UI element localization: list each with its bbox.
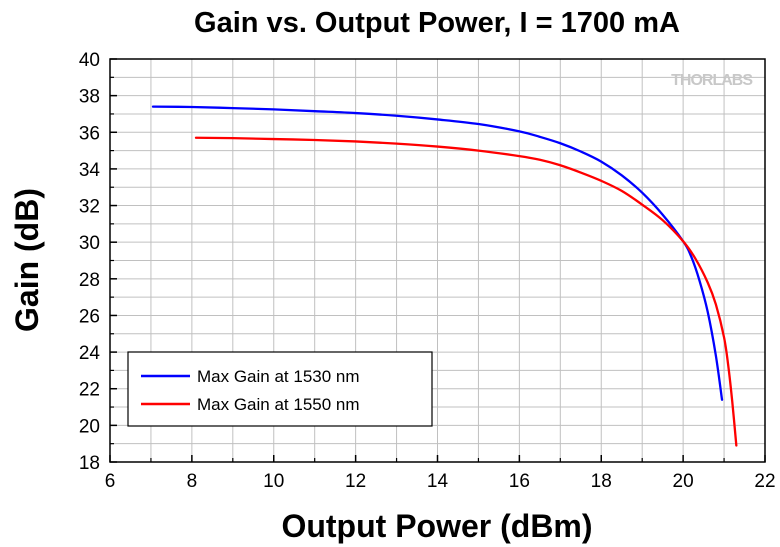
y-tick-label: 38 bbox=[79, 87, 100, 108]
x-tick-label: 12 bbox=[345, 471, 366, 492]
x-tick-label: 14 bbox=[427, 471, 449, 492]
axis-ticks: 6 8 10 12 14 16 18 20 22 18 20 22 24 26 28 30 32 34 36 38 40 bbox=[79, 50, 776, 492]
series-line-1530nm bbox=[151, 105, 724, 401]
y-tick-label: 36 bbox=[79, 123, 100, 144]
y-tick-label: 30 bbox=[79, 233, 100, 254]
x-tick-label: 20 bbox=[673, 471, 694, 492]
y-tick-label: 32 bbox=[79, 197, 100, 218]
x-tick-label: 16 bbox=[509, 471, 530, 492]
x-tick-label: 6 bbox=[105, 471, 116, 492]
y-tick-label: 40 bbox=[79, 50, 100, 71]
x-tick-label: 10 bbox=[263, 471, 284, 492]
y-tick-label: 20 bbox=[79, 416, 100, 437]
y-tick-label: 28 bbox=[79, 270, 100, 291]
x-tick-label: 8 bbox=[187, 471, 198, 492]
series-lines bbox=[151, 105, 738, 447]
x-tick-label: 18 bbox=[591, 471, 612, 492]
x-axis-title: Output Power (dBm) bbox=[281, 508, 592, 544]
thorlabs-watermark: THORLABS bbox=[671, 72, 753, 89]
y-axis-title: Gain (dB) bbox=[9, 188, 45, 332]
y-tick-label: 34 bbox=[79, 160, 101, 181]
series-line-1550nm bbox=[194, 136, 738, 447]
chart-title: Gain vs. Output Power, I = 1700 mA bbox=[194, 7, 680, 39]
y-tick-label: 22 bbox=[79, 380, 100, 401]
y-tick-label: 26 bbox=[79, 306, 100, 327]
legend-label-1530: Max Gain at 1530 nm bbox=[197, 367, 360, 386]
legend-box bbox=[127, 351, 433, 427]
legend-label-1550: Max Gain at 1550 nm bbox=[197, 395, 360, 414]
y-tick-label: 18 bbox=[79, 453, 100, 474]
legend: Max Gain at 1530 nm Max Gain at 1550 nm bbox=[127, 351, 433, 427]
x-tick-label: 22 bbox=[754, 471, 775, 492]
y-tick-label: 24 bbox=[79, 343, 101, 364]
